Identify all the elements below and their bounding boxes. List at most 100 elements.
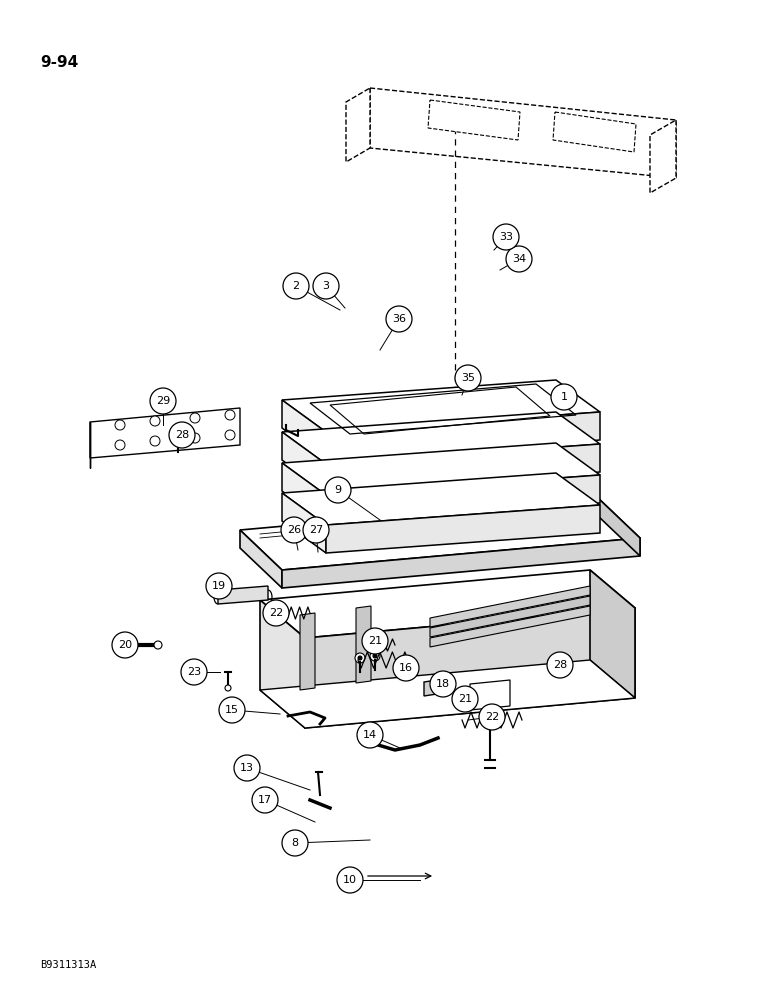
Text: 26: 26	[287, 525, 301, 535]
Circle shape	[551, 384, 577, 410]
Polygon shape	[326, 505, 600, 553]
Circle shape	[225, 685, 231, 691]
Text: 15: 15	[225, 705, 239, 715]
Polygon shape	[590, 570, 635, 698]
Circle shape	[561, 655, 571, 665]
Polygon shape	[430, 596, 590, 637]
Polygon shape	[470, 680, 510, 710]
Circle shape	[479, 704, 505, 730]
Polygon shape	[282, 493, 326, 553]
Text: 9: 9	[334, 485, 341, 495]
Polygon shape	[326, 475, 600, 523]
Circle shape	[150, 436, 160, 446]
Circle shape	[225, 430, 235, 440]
Text: 28: 28	[553, 660, 567, 670]
Circle shape	[493, 224, 519, 250]
Text: 35: 35	[461, 373, 475, 383]
Polygon shape	[305, 608, 635, 728]
Circle shape	[115, 420, 125, 430]
Polygon shape	[326, 412, 600, 460]
Circle shape	[506, 246, 532, 272]
Text: 8: 8	[292, 838, 299, 848]
Text: 17: 17	[258, 795, 272, 805]
Text: 20: 20	[118, 640, 132, 650]
Circle shape	[313, 273, 339, 299]
Circle shape	[430, 671, 456, 697]
Circle shape	[393, 655, 419, 681]
Circle shape	[154, 641, 162, 649]
Polygon shape	[598, 498, 640, 556]
Circle shape	[150, 416, 160, 426]
Polygon shape	[282, 400, 326, 460]
Text: 9-94: 9-94	[40, 55, 78, 70]
Circle shape	[432, 506, 448, 522]
Text: 16: 16	[399, 663, 413, 673]
Polygon shape	[430, 586, 590, 627]
Circle shape	[219, 697, 245, 723]
Text: B9311313A: B9311313A	[40, 960, 96, 970]
Circle shape	[115, 440, 125, 450]
Circle shape	[452, 686, 478, 712]
Text: 18: 18	[436, 679, 450, 689]
Polygon shape	[326, 444, 600, 492]
Circle shape	[370, 651, 380, 661]
Text: 2: 2	[293, 281, 300, 291]
Text: 34: 34	[512, 254, 526, 264]
Text: 22: 22	[485, 712, 499, 722]
Polygon shape	[428, 100, 520, 140]
Polygon shape	[282, 380, 600, 432]
Text: 3: 3	[323, 281, 330, 291]
Circle shape	[263, 600, 289, 626]
Circle shape	[281, 517, 307, 543]
Text: 36: 36	[392, 314, 406, 324]
Circle shape	[283, 273, 309, 299]
Polygon shape	[346, 88, 370, 162]
Polygon shape	[300, 613, 315, 690]
Text: 33: 33	[499, 232, 513, 242]
Polygon shape	[370, 88, 676, 178]
Circle shape	[174, 436, 182, 444]
Text: 14: 14	[363, 730, 377, 740]
Circle shape	[225, 410, 235, 420]
Polygon shape	[356, 606, 371, 683]
Text: 19: 19	[212, 581, 226, 591]
Circle shape	[437, 511, 443, 517]
Polygon shape	[282, 538, 640, 588]
Circle shape	[303, 517, 329, 543]
Polygon shape	[424, 678, 450, 696]
Circle shape	[547, 652, 573, 678]
Polygon shape	[240, 530, 282, 588]
Circle shape	[455, 365, 481, 391]
Text: 22: 22	[269, 608, 283, 618]
Circle shape	[355, 653, 365, 663]
Polygon shape	[650, 120, 676, 193]
Polygon shape	[218, 586, 268, 604]
Polygon shape	[282, 412, 600, 464]
Circle shape	[206, 573, 232, 599]
Circle shape	[181, 659, 207, 685]
Polygon shape	[260, 660, 635, 728]
Polygon shape	[282, 443, 600, 495]
Polygon shape	[282, 463, 326, 523]
Circle shape	[358, 656, 362, 660]
Circle shape	[252, 787, 278, 813]
Circle shape	[373, 654, 377, 658]
Polygon shape	[430, 606, 590, 647]
Circle shape	[150, 388, 176, 414]
Polygon shape	[260, 570, 635, 638]
Circle shape	[282, 830, 308, 856]
Polygon shape	[240, 498, 640, 570]
Circle shape	[337, 867, 363, 893]
Text: 21: 21	[458, 694, 472, 704]
Circle shape	[112, 632, 138, 658]
Text: 10: 10	[343, 875, 357, 885]
Circle shape	[325, 477, 351, 503]
Text: 23: 23	[187, 667, 201, 677]
Circle shape	[190, 413, 200, 423]
Circle shape	[234, 755, 260, 781]
Text: 28: 28	[175, 430, 189, 440]
Circle shape	[169, 422, 195, 448]
Circle shape	[190, 433, 200, 443]
Polygon shape	[553, 112, 636, 152]
Polygon shape	[260, 600, 305, 728]
